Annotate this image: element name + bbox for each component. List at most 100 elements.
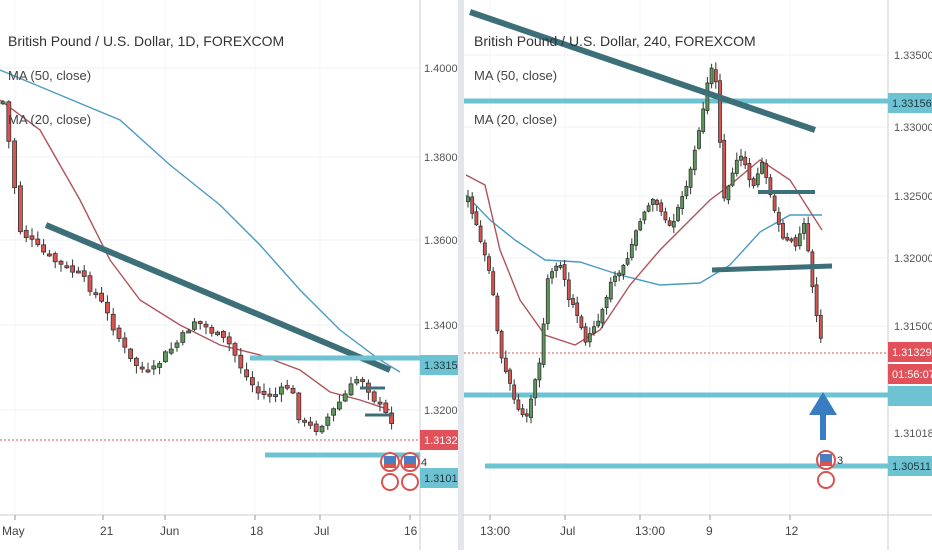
price-tag-last-label: 1.31329 <box>424 435 464 447</box>
daily-candle-body <box>307 421 313 426</box>
event-badge[interactable]: 4 <box>400 452 427 491</box>
h4-candle <box>810 249 815 294</box>
price-tag-level: 1.31018 <box>420 468 464 488</box>
event-badge-count: 4 <box>421 457 427 469</box>
h4-candle <box>726 184 731 205</box>
h4-candle-body <box>818 314 823 339</box>
h4-candle-body <box>487 256 491 271</box>
indicator-label-ma20: MA (20, close) <box>474 112 557 127</box>
daily-candle <box>23 225 29 243</box>
h4-candle-body <box>814 284 819 317</box>
event-badge-count: 3 <box>837 455 843 467</box>
daily-candle-body <box>302 419 308 423</box>
h4-candle-body <box>701 108 706 132</box>
chart-right[interactable]: British Pound / U.S. Dollar, 240, FOREXC… <box>462 0 932 550</box>
daily-candle <box>238 347 244 374</box>
daily-candle <box>64 261 70 269</box>
h4-candle-body <box>768 177 773 195</box>
h4-candle-body <box>726 185 731 201</box>
daily-candle-body <box>52 253 58 263</box>
daily-candle-body <box>284 385 290 389</box>
h4-candle-body <box>680 196 685 209</box>
daily-candle-body <box>157 363 163 368</box>
daily-candle-body <box>105 301 110 314</box>
h4-candle-body <box>671 220 676 228</box>
h4-candle-body <box>684 185 689 197</box>
h4-candle <box>701 101 706 134</box>
h4-candle <box>789 237 794 244</box>
daily-candle-body <box>360 379 366 382</box>
h4-candle <box>797 226 802 250</box>
price-axis-label: 1.31500 <box>894 321 932 333</box>
h4-candle <box>470 192 475 220</box>
ma-50-line <box>465 194 822 286</box>
h4-candle-body <box>751 178 756 187</box>
daily-candle-body <box>325 416 331 426</box>
chart-title: British Pound / U.S. Dollar, 240, FOREXC… <box>474 33 756 49</box>
time-axis-label: 12 <box>785 524 799 538</box>
h4-candle <box>613 271 617 287</box>
daily-candle-body <box>41 244 46 253</box>
h4-candle-body <box>789 238 794 242</box>
chart-title: British Pound / U.S. Dollar, 1D, FOREXCO… <box>8 33 284 49</box>
h4-candle <box>562 259 567 287</box>
daily-candle <box>191 318 197 332</box>
daily-candle-body <box>348 383 354 396</box>
daily-candle <box>354 376 360 386</box>
h4-candle-body <box>705 82 710 111</box>
daily-candle-body <box>122 337 128 348</box>
h4-candle <box>718 73 722 149</box>
daily-candle-body <box>313 423 319 432</box>
daily-candle-body <box>255 386 261 394</box>
h4-candle-body <box>533 379 538 399</box>
h4-candle <box>617 270 622 282</box>
h4-candle-body <box>642 211 647 221</box>
daily-candle-body <box>76 270 81 274</box>
h4-candle-body <box>650 198 655 205</box>
daily-candle <box>209 324 215 337</box>
daily-candle-body <box>180 332 186 343</box>
price-tag-last-label: 1.31329 <box>892 347 932 359</box>
daily-candle <box>70 259 75 278</box>
h4-candle <box>760 157 764 175</box>
h4-candle-body <box>781 222 785 239</box>
h4-candle <box>550 268 554 285</box>
h4-candle-body <box>613 275 617 282</box>
daily-candle-body <box>58 260 64 265</box>
daily-candle <box>325 413 331 430</box>
h4-candle-body <box>587 333 592 343</box>
h4-candle <box>776 207 781 232</box>
h4-candle-body <box>718 80 722 143</box>
daily-candle <box>133 356 139 374</box>
price-tag-countdown-label: 01:56:07 <box>892 369 932 381</box>
h4-candle-body <box>537 362 542 381</box>
event-badge[interactable]: 3 <box>816 450 843 489</box>
h4-candle-body <box>802 223 806 234</box>
daily-candle-body <box>273 394 279 398</box>
daily-candle-body <box>87 275 93 292</box>
h4-candle <box>755 167 760 188</box>
pane-divider[interactable] <box>458 0 464 550</box>
daily-candle-body <box>377 401 383 405</box>
h4-candle-body <box>634 230 638 246</box>
daily-candle-body <box>383 402 389 413</box>
h4-candle-body <box>743 156 748 166</box>
price-tag-level-bg <box>420 468 464 488</box>
h4-candle-body <box>655 199 659 205</box>
daily-candle <box>215 330 221 337</box>
h4-candle-body <box>793 237 798 247</box>
h4-candle-body <box>562 264 567 280</box>
h4-candle-body <box>474 211 479 226</box>
daily-candle-body <box>191 321 197 330</box>
price-tag-support-band-bg <box>888 386 932 406</box>
daily-candle <box>41 239 46 255</box>
price-axis-label: 1.32000 <box>894 253 932 265</box>
h4-candle-body <box>772 195 777 211</box>
h4-candle <box>516 394 521 412</box>
price-tag-level-label: 1.31018 <box>424 473 464 485</box>
time-axis-label: 18 <box>250 524 264 538</box>
h4-candle <box>634 229 638 251</box>
h4-candle <box>541 317 546 368</box>
chart-left[interactable]: British Pound / U.S. Dollar, 1D, FOREXCO… <box>0 0 464 550</box>
